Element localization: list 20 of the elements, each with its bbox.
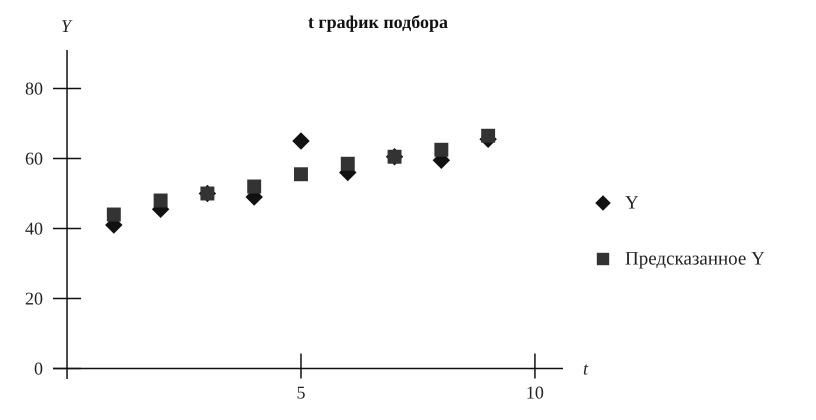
y-tick-label: 40 (25, 218, 44, 238)
x-axis-title: t (583, 358, 589, 378)
point (247, 180, 262, 194)
point (154, 194, 168, 208)
y-tick-label: 80 (25, 78, 44, 98)
legend-label: Предсказанное Y (625, 248, 766, 270)
point (340, 156, 355, 171)
x-tick-label: 5 (296, 382, 306, 402)
y-axis-title: Y (61, 16, 74, 36)
point (294, 167, 308, 182)
point (292, 132, 310, 150)
x-tick-label: 10 (526, 382, 544, 402)
legend-label: Y (625, 192, 639, 214)
y-tick-label: 60 (25, 148, 44, 168)
y-tick-label: 20 (25, 288, 44, 308)
y-tick-label: 0 (34, 358, 44, 378)
chart-title: t график подбора (308, 12, 448, 32)
point (481, 128, 496, 143)
point (434, 142, 448, 157)
point (106, 208, 121, 222)
